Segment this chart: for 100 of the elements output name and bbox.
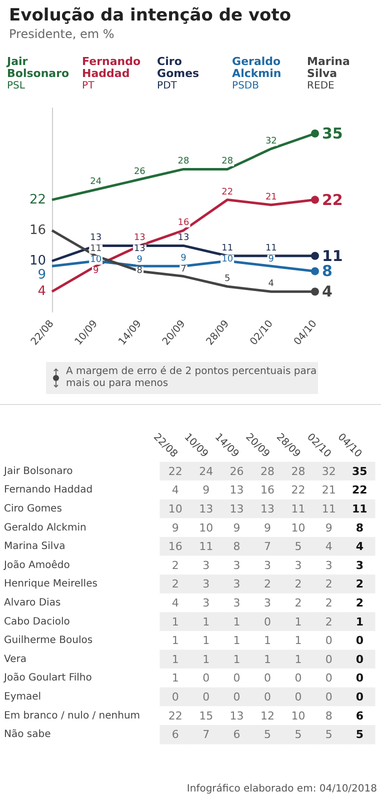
data-label: 8 [233,540,240,554]
data-label: 7 [202,728,210,742]
data-label: 0 [233,690,240,704]
data-label: 13 [230,709,244,722]
y-tick-label: Em branco / nulo / nenhum [4,710,140,722]
data-label: 1 [294,652,302,666]
data-label: 22 [29,192,46,208]
data-label: 1 [264,634,271,648]
data-label: 0 [233,672,240,685]
data-label: 1 [294,634,302,648]
y-tick-label: João Goulart Filho [3,672,92,684]
data-label: 9 [38,268,46,282]
data-label: 10 [29,254,46,268]
y-tick-label: Henrique Meirelles [4,578,98,590]
data-label: 1 [202,634,210,648]
data-label: 0 [202,672,210,685]
data-label: 11 [199,540,214,554]
data-label: 2 [325,596,332,610]
data-label: 13 [178,233,190,244]
text: Fernando Haddad PT [82,55,141,92]
data-label: 28 [178,156,190,167]
data-label: 22 [322,190,343,209]
data-label: 0 [264,690,271,704]
data-label: 9 [92,266,99,276]
data-label: 10 [291,521,306,534]
data-label: 21 [265,192,277,202]
data-label: 9 [264,521,271,534]
data-label: 0 [356,672,364,685]
data-label: 2 [294,596,302,610]
data-label: 28 [291,464,306,478]
data-label: 2 [264,578,271,591]
data-label: 8 [325,709,332,722]
data-label: 22 [291,484,306,497]
data-label: 11 [222,243,234,254]
data-label: 12 [260,709,274,722]
data-label: 3 [233,578,240,591]
data-label: 5 [294,728,302,742]
data-label: 9 [172,521,179,534]
data-label: 9 [202,484,210,497]
y-tick-label: João Amoêdo [3,560,70,571]
data-label: 13 [260,502,274,516]
data-label: 11 [322,502,336,516]
data-label: 9 [325,521,332,534]
data-label: 5 [224,274,230,284]
data-label: 2 [172,578,179,591]
data-label: 26 [230,464,244,478]
data-label: 3 [294,558,302,572]
y-tick-label: Cabo Daciolo [4,616,70,628]
data-label: 4 [322,282,332,301]
y-tick-label: Fernando Haddad [4,484,93,496]
data-label: 2 [356,578,364,591]
data-label: 26 [134,166,146,177]
data-label: 9 [268,254,274,264]
data-label: 1 [233,652,240,666]
data-label: 4 [325,540,332,554]
data-label: 3 [264,596,271,610]
text: Infográfico elaborado em: 04/10/2018 [186,784,377,794]
data-label: 9 [233,521,240,534]
data-label: 1 [172,615,179,628]
data-label: 0 [264,672,271,685]
data-label: 13 [134,244,146,254]
data-label: 0 [294,672,302,685]
data-label: 3 [356,558,364,572]
data-label: 3 [202,578,210,591]
data-label: 13 [199,502,214,516]
data-label: 0 [294,690,302,704]
text: Marina Silva REDE [307,55,350,92]
data-label: 0 [325,690,332,704]
data-label: 2 [294,578,302,591]
y-tick-label: Eymael [4,692,42,702]
data-label: 9 [180,254,187,264]
data-label: 6 [172,728,179,742]
y-tick-label: Ciro Gomes [4,504,62,514]
chart-subtitle: Presidente, em % [9,27,114,41]
data-label: 3 [233,596,240,610]
data-label: 4 [172,484,179,497]
data-label: 1 [356,615,364,628]
data-label: 8 [136,266,143,276]
data-label: 32 [265,136,277,146]
data-label: 1 [202,652,210,666]
data-label: 13 [230,502,244,516]
data-label: 1 [294,615,302,628]
data-label: 3 [325,558,332,572]
chart-title: Evolução da intenção de voto [9,6,292,26]
data-label: 11 [291,502,306,516]
data-label: 28 [222,156,234,167]
data-label: 5 [294,540,302,554]
data-label: 7 [264,540,271,554]
y-tick-label: Jair Bolsonaro [3,466,73,477]
text: A margem de erro é de 2 pontos percentuais para mais ou para menos [66,366,318,390]
data-label: 9 [136,255,143,266]
data-label: 11 [352,502,368,516]
y-tick-label: Vera [4,654,26,665]
data-label: 2 [325,578,332,591]
data-label: 2 [356,596,364,610]
data-label: 15 [199,709,214,722]
data-label: 10 [291,709,306,722]
y-tick-label: Guilherme Boulos [4,635,93,646]
data-label: 1 [172,652,179,666]
data-label: 3 [233,558,240,572]
